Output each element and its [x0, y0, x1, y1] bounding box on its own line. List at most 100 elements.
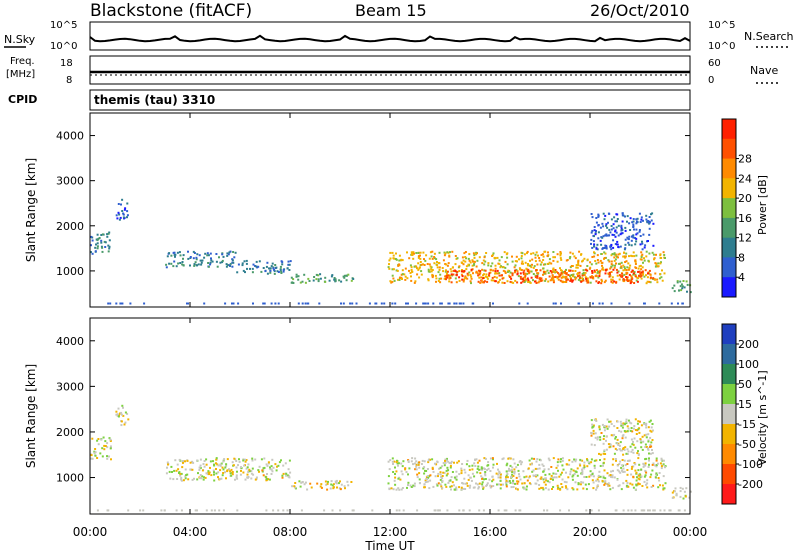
echo-cell [516, 272, 519, 275]
echo-cell [590, 238, 593, 241]
echo-cell [626, 463, 629, 465]
echo-cell [643, 423, 646, 426]
echo-cell [99, 452, 102, 455]
echo-cell [516, 488, 519, 491]
echo-cell [193, 263, 196, 266]
echo-cell [610, 278, 613, 281]
echo-cell [522, 276, 525, 279]
echo-cell [610, 434, 613, 437]
echo-cell [626, 448, 629, 451]
echo-cell [232, 302, 235, 305]
echo-cell [514, 260, 517, 263]
echo-cell [604, 272, 607, 275]
echo-cell [400, 276, 403, 279]
echo-cell [645, 433, 648, 436]
echo-cell [620, 424, 623, 427]
echo-cell [581, 260, 583, 263]
echo-cell [592, 487, 595, 490]
echo-cell [229, 262, 232, 265]
echo-cell [514, 279, 517, 282]
echo-cell [191, 468, 194, 471]
echo-cell [549, 279, 552, 282]
echo-cell [614, 509, 617, 512]
power-colorbar-label: Power [dB] [756, 175, 769, 235]
echo-cell [504, 272, 507, 274]
echo-cell [392, 268, 395, 271]
echo-cell [511, 274, 514, 277]
echo-cell [199, 467, 202, 469]
echo-cell [184, 477, 187, 480]
echo-cell [506, 476, 509, 479]
echo-cell [273, 272, 276, 275]
echo-cell [506, 462, 509, 465]
echo-cell [601, 236, 604, 239]
echo-cell [272, 466, 275, 469]
echo-cell [652, 429, 654, 432]
echo-cell [270, 473, 273, 475]
echo-cell [639, 235, 642, 237]
echo-cell [578, 250, 581, 253]
echo-cell [478, 273, 481, 276]
echo-cell [605, 224, 607, 227]
echo-cell [629, 229, 632, 231]
echo-cell [427, 302, 430, 305]
echo-cell [620, 449, 623, 452]
echo-cell [420, 263, 423, 266]
echo-cell [597, 270, 599, 273]
echo-cell [544, 487, 547, 490]
echo-cell [390, 281, 393, 284]
echo-cell [542, 255, 545, 258]
echo-cell [90, 235, 93, 238]
echo-cell [564, 485, 567, 488]
freq-label-1: Freq. [10, 56, 35, 67]
echo-cell [645, 282, 648, 285]
echo-cell [462, 278, 465, 281]
echo-cell [443, 254, 446, 257]
echo-cell [500, 483, 502, 486]
echo-cell [401, 273, 404, 276]
echo-cell [343, 485, 346, 488]
echo-cell [489, 457, 492, 460]
echo-cell [300, 481, 303, 484]
echo-cell [616, 274, 619, 277]
echo-cell [619, 420, 622, 423]
echo-cell [103, 448, 106, 451]
echo-cell [437, 271, 440, 274]
echo-cell [638, 229, 641, 231]
colorbar-tick-label: 200 [738, 338, 759, 351]
echo-cell [571, 487, 574, 490]
echo-cell [602, 475, 605, 478]
x-tick-label: 16:00 [473, 525, 508, 539]
cpid-text: themis (tau) 3310 [94, 93, 215, 107]
echo-cell [612, 239, 615, 242]
echo-cell [449, 277, 452, 279]
echo-cell [608, 420, 611, 423]
echo-cell [290, 281, 293, 284]
echo-cell [401, 487, 404, 489]
echo-cell [565, 471, 567, 474]
echo-cell [541, 279, 544, 282]
echo-cell [245, 259, 248, 262]
echo-cell [447, 262, 450, 265]
echo-cell [447, 302, 450, 305]
echo-cell [622, 471, 625, 473]
echo-cell [534, 276, 537, 279]
echo-cell [552, 267, 555, 270]
echo-cell [540, 279, 543, 282]
echo-cell [608, 228, 611, 231]
colorbar-tick-label: 28 [738, 153, 752, 166]
echo-cell [617, 234, 620, 237]
echo-cell [484, 474, 487, 477]
echo-cell [630, 244, 633, 247]
echo-cell [319, 273, 322, 276]
echo-cell [643, 509, 646, 512]
echo-cell [576, 474, 579, 477]
echo-cell [442, 270, 445, 273]
echo-cell [676, 281, 679, 284]
echo-cell [217, 471, 220, 474]
echo-cell [486, 482, 489, 485]
echo-cell [502, 457, 505, 460]
echo-cell [458, 276, 461, 279]
echo-cell [598, 428, 601, 431]
